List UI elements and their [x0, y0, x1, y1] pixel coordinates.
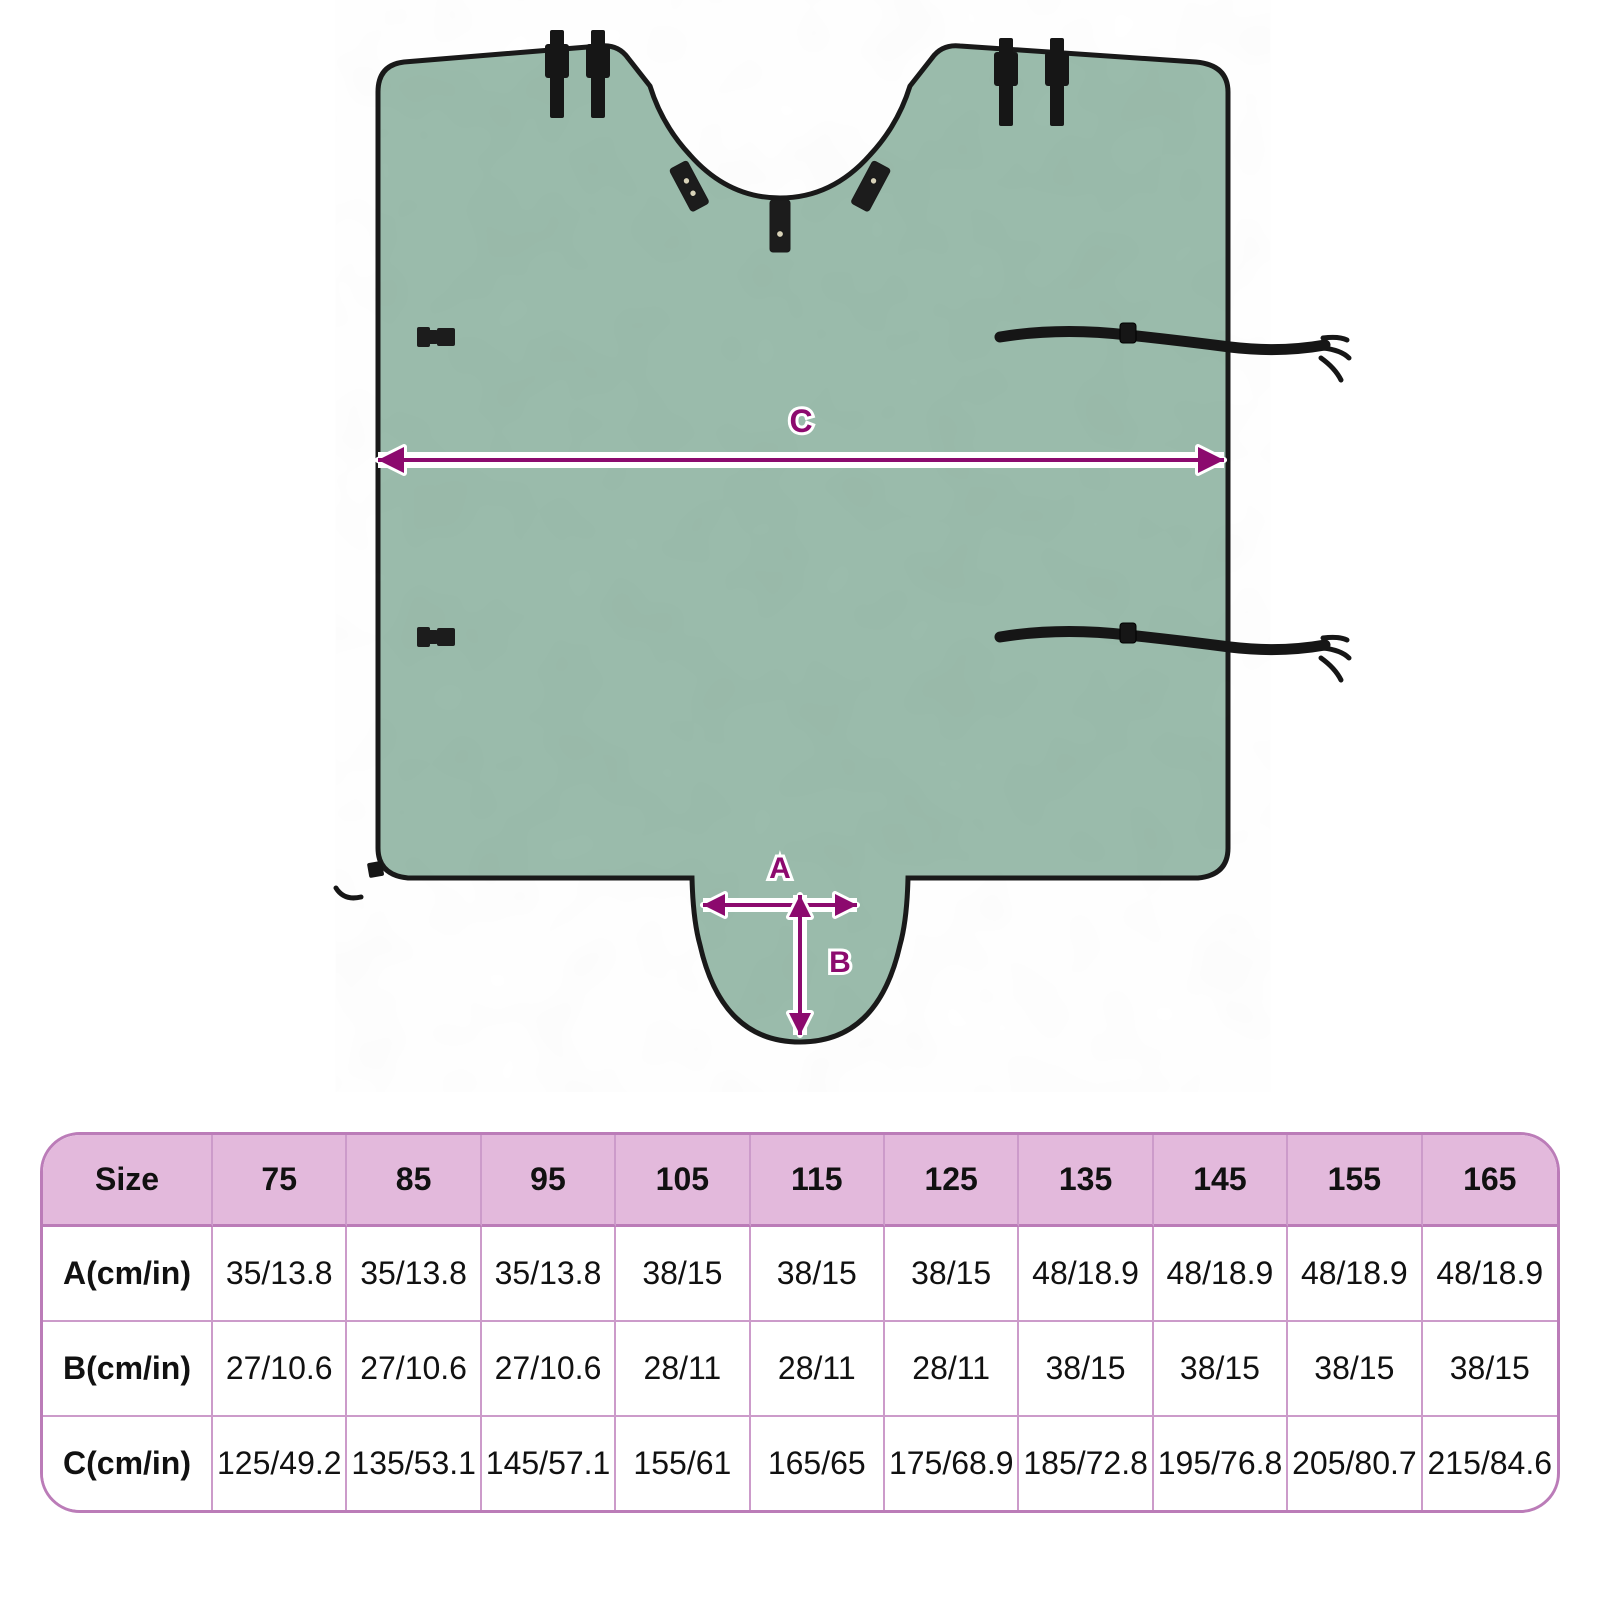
svg-text:B: B — [829, 946, 851, 979]
svg-text:A: A — [769, 852, 791, 885]
svg-text:C: C — [789, 403, 812, 439]
